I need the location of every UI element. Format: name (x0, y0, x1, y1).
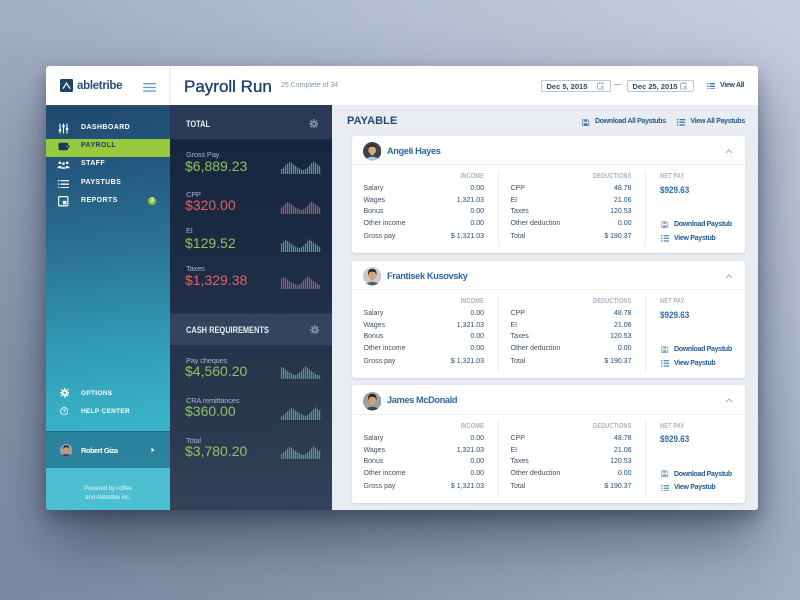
svg-text:?: ? (63, 409, 66, 415)
